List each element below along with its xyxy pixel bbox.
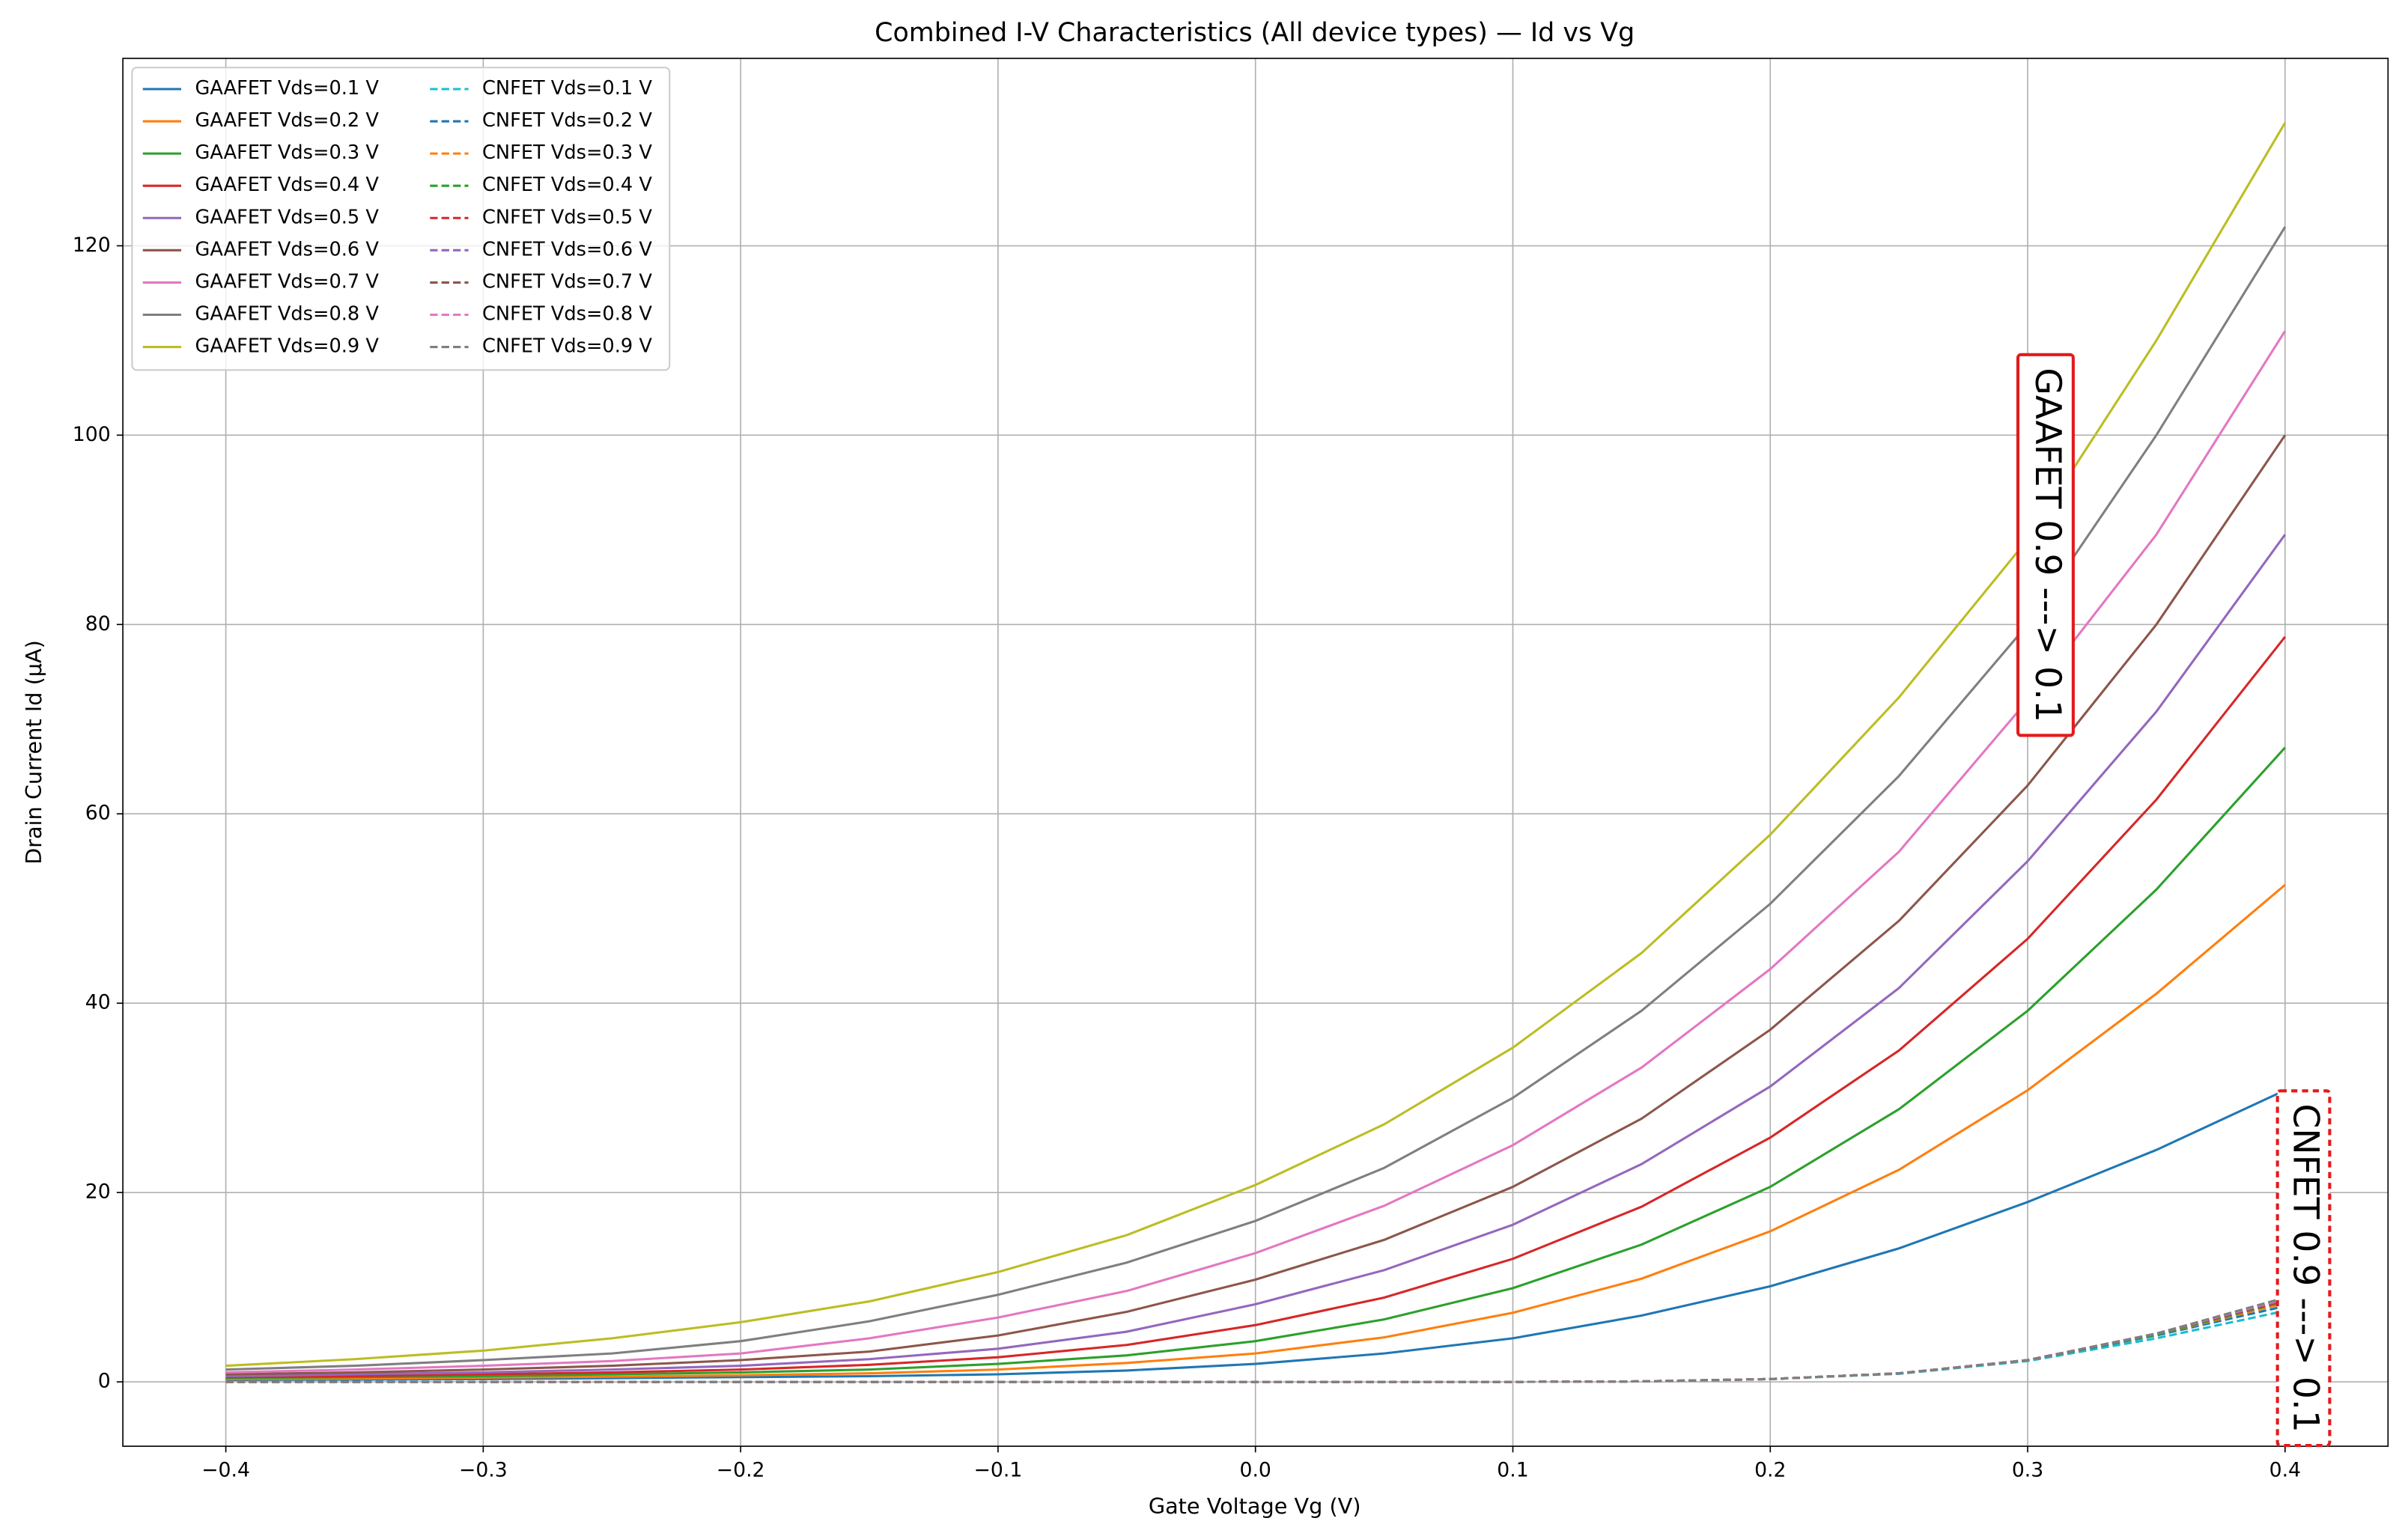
- legend-label: CNFET Vds=0.9 V: [482, 335, 652, 358]
- legend-label: GAAFET Vds=0.9 V: [195, 335, 379, 358]
- legend-label: CNFET Vds=0.6 V: [482, 238, 652, 260]
- legend-label: CNFET Vds=0.1 V: [482, 77, 652, 100]
- y-tick-label: 0: [98, 1370, 111, 1393]
- x-tick-label: 0.1: [1497, 1458, 1528, 1481]
- series-line: [225, 330, 2287, 1374]
- x-tick-label: 0.2: [1754, 1458, 1786, 1481]
- y-axis-label: Drain Current Id (µA): [21, 640, 46, 865]
- legend-label: CNFET Vds=0.8 V: [482, 302, 652, 325]
- series-line: [225, 226, 2287, 1371]
- y-tick-label: 80: [85, 612, 111, 636]
- chart-title: Combined I-V Characteristics (All device…: [875, 18, 1635, 48]
- series-line: [225, 636, 2287, 1379]
- legend-label: GAAFET Vds=0.7 V: [195, 270, 379, 293]
- annotation-box: [2275, 1089, 2332, 1448]
- x-tick-label: 0.0: [1240, 1458, 1271, 1481]
- legend-box: [131, 67, 671, 371]
- series-line: [225, 534, 2287, 1378]
- x-tick-label: −0.1: [974, 1458, 1023, 1481]
- x-tick-label: 0.3: [2012, 1458, 2043, 1481]
- legend-label: GAAFET Vds=0.6 V: [195, 238, 379, 260]
- legend-label: CNFET Vds=0.7 V: [482, 270, 652, 293]
- x-tick-label: 0.4: [2269, 1458, 2301, 1481]
- series-line: [225, 1089, 2286, 1382]
- annotation: CNFET 0.9 ---> 0.1: [2285, 1103, 2326, 1432]
- series-line: [225, 1296, 2286, 1383]
- legend-label: GAAFET Vds=0.8 V: [195, 302, 379, 325]
- legend-label: GAAFET Vds=0.3 V: [195, 141, 379, 164]
- series-line: [225, 122, 2287, 1368]
- y-tick-label: 40: [85, 991, 111, 1014]
- legend-label: GAAFET Vds=0.1 V: [195, 77, 379, 100]
- x-tick-label: −0.2: [717, 1458, 765, 1481]
- x-axis-label: Gate Voltage Vg (V): [1149, 1493, 1361, 1519]
- y-tick-label: 20: [85, 1180, 111, 1204]
- legend-label: CNFET Vds=0.2 V: [482, 109, 652, 132]
- series-line: [225, 746, 2286, 1380]
- plot-frame: [122, 58, 2389, 1447]
- x-tick-label: −0.4: [201, 1458, 250, 1481]
- y-tick-label: 60: [85, 802, 111, 825]
- series-line: [225, 883, 2286, 1380]
- legend-label: CNFET Vds=0.3 V: [482, 141, 652, 164]
- annotation: GAAFET 0.9 ---> 0.1: [2027, 368, 2068, 722]
- annotation-box: [2016, 353, 2075, 737]
- x-tick-label: −0.3: [459, 1458, 508, 1481]
- legend-label: CNFET Vds=0.5 V: [482, 206, 652, 228]
- legend-label: GAAFET Vds=0.2 V: [195, 109, 379, 132]
- legend-label: GAAFET Vds=0.4 V: [195, 174, 379, 196]
- y-tick-label: 100: [73, 423, 111, 446]
- series-line: [225, 434, 2287, 1376]
- legend-label: CNFET Vds=0.4 V: [482, 174, 652, 196]
- y-tick-label: 120: [73, 234, 111, 257]
- legend-label: GAAFET Vds=0.5 V: [195, 206, 379, 228]
